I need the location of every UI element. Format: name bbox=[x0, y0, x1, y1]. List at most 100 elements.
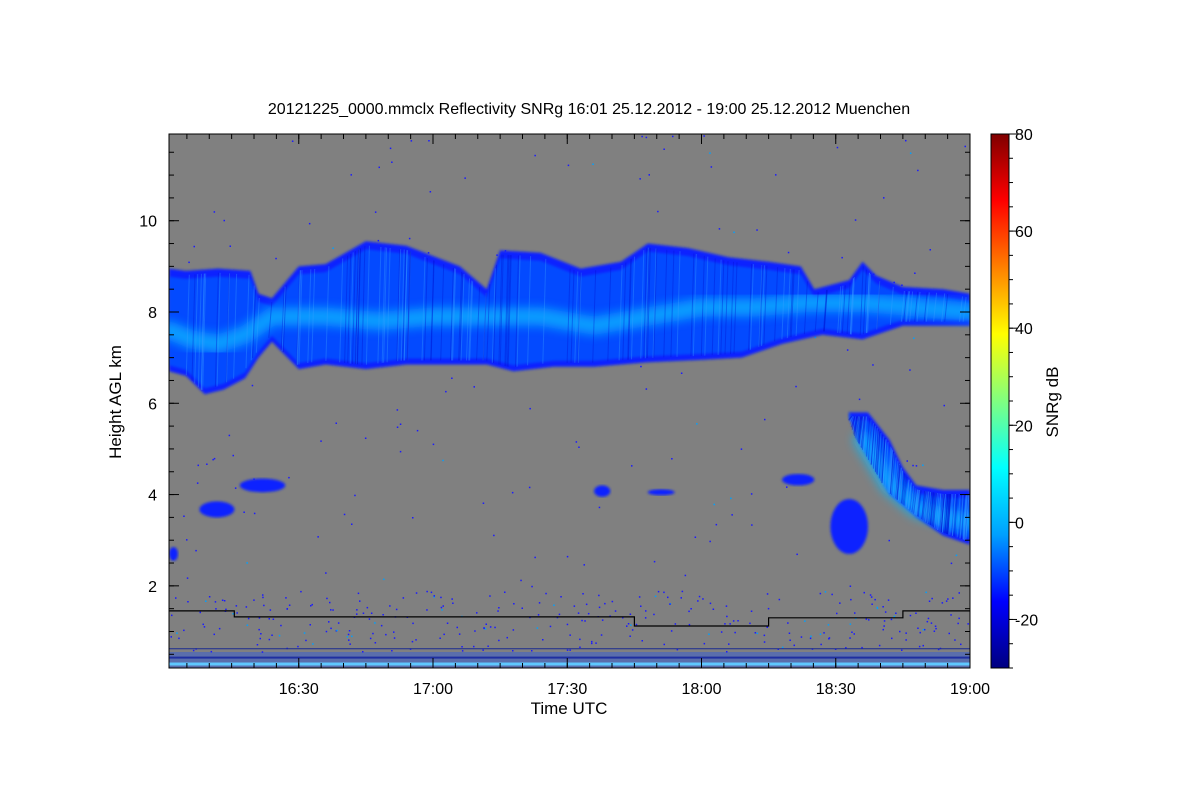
fall-streak bbox=[888, 448, 893, 493]
noise-speckle bbox=[756, 229, 758, 231]
fall-streak bbox=[451, 268, 456, 361]
fall-streak bbox=[925, 292, 930, 322]
noise-speckle bbox=[694, 536, 697, 538]
noise-speckle bbox=[630, 624, 632, 626]
fall-streak bbox=[700, 255, 705, 356]
fall-streak bbox=[452, 268, 457, 361]
fall-streak bbox=[880, 436, 885, 481]
echo-patches bbox=[169, 474, 868, 561]
fall-streak bbox=[191, 274, 196, 381]
noise-speckle bbox=[912, 464, 914, 467]
noise-speckle bbox=[950, 562, 953, 565]
noise-speckle bbox=[332, 609, 334, 611]
fall-streak bbox=[956, 493, 961, 538]
noise-speckle bbox=[330, 627, 332, 630]
noise-speckle bbox=[828, 638, 830, 640]
fall-streak bbox=[795, 270, 800, 337]
noise-speckle bbox=[734, 631, 736, 634]
fall-streak bbox=[849, 278, 854, 335]
fall-streak bbox=[905, 479, 910, 508]
noise-speckle bbox=[640, 605, 642, 607]
fall-streak bbox=[803, 281, 808, 335]
noise-speckle bbox=[887, 599, 890, 601]
noise-speckle bbox=[498, 639, 500, 642]
noise-speckle bbox=[622, 617, 624, 619]
fall-streak bbox=[814, 292, 819, 332]
noise-speckle bbox=[261, 651, 264, 653]
noise-speckle bbox=[208, 596, 211, 598]
noise-speckle bbox=[451, 377, 453, 379]
fall-streak bbox=[853, 416, 858, 437]
noise-speckle bbox=[263, 604, 265, 607]
noise-speckle bbox=[899, 630, 901, 633]
noise-speckle bbox=[372, 632, 374, 635]
noise-speckle bbox=[905, 632, 907, 634]
noise-speckle bbox=[614, 610, 617, 612]
noise-speckle bbox=[228, 434, 231, 437]
noise-speckle bbox=[496, 254, 498, 256]
fall-streak bbox=[858, 416, 863, 444]
colorbar-tick-label: 60 bbox=[1015, 224, 1033, 241]
noise-speckle bbox=[854, 219, 857, 221]
fall-streak bbox=[954, 493, 959, 537]
noise-speckle bbox=[343, 513, 346, 516]
noise-speckle bbox=[484, 628, 487, 630]
noise-speckle bbox=[483, 627, 485, 629]
fall-streak bbox=[861, 416, 866, 450]
fall-streak bbox=[897, 468, 902, 501]
noise-speckle bbox=[356, 613, 358, 615]
fall-streak bbox=[858, 416, 863, 444]
fall-streak bbox=[899, 470, 904, 502]
fall-streak bbox=[850, 416, 855, 428]
noise-speckle bbox=[756, 632, 759, 635]
noise-speckle bbox=[878, 644, 881, 647]
noise-speckle bbox=[223, 600, 226, 602]
fall-streak bbox=[917, 490, 921, 517]
fall-streak bbox=[297, 270, 302, 365]
noise-speckle bbox=[335, 422, 337, 424]
noise-speckle bbox=[531, 585, 533, 588]
noise-speckle bbox=[215, 608, 217, 610]
fall-streak bbox=[622, 262, 627, 361]
noise-speckle bbox=[461, 646, 463, 648]
noise-speckle bbox=[587, 612, 590, 615]
noise-speckle bbox=[598, 594, 600, 597]
noise-speckle bbox=[611, 600, 614, 603]
noise-speckle bbox=[259, 637, 261, 640]
noise-speckle bbox=[917, 627, 919, 629]
noise-speckle bbox=[393, 637, 396, 639]
noise-speckle bbox=[268, 638, 271, 641]
x-tick-label: 19:00 bbox=[950, 681, 990, 698]
y-axis-title: Height AGL km bbox=[106, 345, 125, 459]
fall-streak bbox=[577, 272, 582, 363]
fall-streak bbox=[912, 489, 917, 514]
noise-speckle bbox=[378, 166, 380, 169]
fall-streak bbox=[933, 492, 938, 528]
noise-speckle bbox=[385, 633, 387, 636]
fall-streak bbox=[860, 416, 865, 447]
noise-speckle bbox=[804, 620, 806, 622]
noise-speckle bbox=[429, 191, 432, 193]
fall-streak bbox=[906, 291, 911, 322]
noise-speckle bbox=[232, 454, 234, 457]
noise-speckle bbox=[412, 517, 414, 519]
noise-speckle bbox=[943, 404, 945, 407]
fall-streak bbox=[856, 416, 861, 440]
noise-speckle bbox=[718, 228, 721, 230]
noise-speckle bbox=[869, 594, 872, 596]
fall-streak bbox=[916, 291, 921, 322]
noise-speckle bbox=[432, 443, 435, 446]
fall-streak bbox=[959, 493, 963, 539]
echo-patch bbox=[594, 485, 611, 497]
noise-speckle bbox=[549, 625, 552, 628]
y-tick-label: 2 bbox=[148, 579, 157, 596]
noise-speckle bbox=[396, 409, 399, 411]
noise-speckle bbox=[170, 636, 172, 638]
fall-streak bbox=[931, 492, 936, 527]
noise-speckle bbox=[713, 503, 715, 506]
cloud-layer-1-core bbox=[169, 293, 970, 354]
noise-speckle bbox=[579, 646, 581, 648]
noise-speckle bbox=[309, 624, 311, 626]
fall-streak bbox=[900, 473, 905, 504]
fall-streak bbox=[916, 489, 921, 516]
